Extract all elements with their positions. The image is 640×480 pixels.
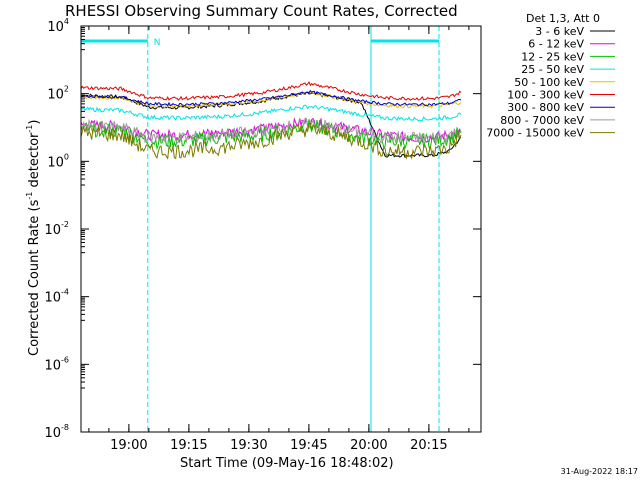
series-line (80, 117, 462, 144)
legend-entry-label: 6 - 12 keV (528, 38, 584, 51)
y-axis-label-end: ) (27, 120, 42, 125)
y-tick-label: 100 (47, 152, 69, 170)
legend-header: Det 1,3, Att 0 (526, 12, 600, 25)
x-tick-label: 20:15 (410, 438, 447, 453)
x-axis: 19:00 19:15 19:30 19:45 20:00 20:15 (88, 26, 470, 453)
y-axis-label-prefix: Corrected Count Rate (s (27, 199, 42, 356)
y-tick-label: 104 (47, 17, 69, 35)
legend-entry-label: 100 - 300 keV (507, 89, 584, 102)
x-tick-label: 19:00 (110, 438, 147, 453)
legend-entry-label: 12 - 25 keV (521, 50, 584, 63)
y-axis: 104 102 100 10-2 10-4 10-6 10-8 (44, 17, 481, 441)
y-axis-label-sup: -1 (25, 192, 34, 200)
chart-title: RHESSI Observing Summary Count Rates, Co… (65, 2, 458, 20)
x-tick-label: 19:30 (230, 438, 267, 453)
legend-entry-label: 25 - 50 keV (521, 63, 584, 76)
series-line (80, 89, 462, 107)
series-line (80, 104, 462, 122)
y-tick-label: 10-2 (44, 220, 69, 238)
legend-entry-label: 300 - 800 keV (507, 101, 584, 114)
legend-entry-label: 50 - 100 keV (514, 76, 584, 89)
legend-entry-label: 800 - 7000 keV (500, 114, 584, 127)
legend-entry-label: 7000 - 15000 keV (486, 127, 584, 140)
y-axis-label-sup2: -1 (25, 125, 34, 133)
series-line (80, 123, 462, 160)
x-axis-label: Start Time (09-May-16 18:48:02) (180, 456, 394, 471)
series-group (80, 80, 462, 160)
y-axis-label: Corrected Count Rate (s-1 detector-1) (25, 120, 42, 356)
x-tick-label: 20:00 (350, 438, 387, 453)
y-tick-label: 10-6 (44, 355, 69, 373)
y-tick-label: 10-8 (44, 423, 69, 441)
y-tick-label: 10-4 (44, 288, 69, 306)
x-tick-label: 19:45 (290, 438, 327, 453)
night-flag-label: N (154, 38, 161, 48)
series-line (80, 80, 462, 101)
y-axis-label-mid: detector (27, 132, 42, 192)
y-tick-label: 102 (47, 85, 69, 103)
x-tick-label: 19:15 (170, 438, 207, 453)
legend-entry-label: 3 - 6 keV (535, 25, 584, 38)
date-stamp: 31-Aug-2022 18:17 (561, 467, 638, 476)
